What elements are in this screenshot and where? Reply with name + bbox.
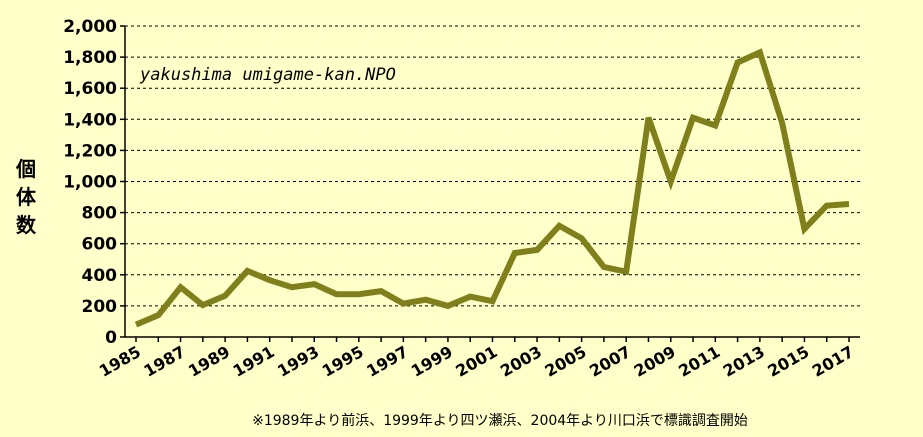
- y-tick-label: 1,400: [63, 110, 117, 130]
- y-axis-label-char: 個: [15, 157, 36, 181]
- x-tick-label: 1999: [408, 342, 456, 381]
- y-tick-label: 400: [82, 266, 118, 286]
- x-tick-label: 2009: [631, 342, 679, 381]
- x-tick-label: 2003: [497, 342, 545, 381]
- x-tick-label: 1985: [96, 342, 144, 381]
- x-tick-label: 1997: [363, 342, 411, 381]
- x-tick-label: 2017: [809, 342, 857, 381]
- y-tick-label: 1,800: [63, 48, 117, 68]
- y-tick-label: 1,600: [63, 79, 117, 99]
- series-group: [134, 48, 850, 328]
- y-tick-label: 1,000: [63, 173, 117, 193]
- x-tick-label: 2007: [586, 342, 634, 381]
- x-tick-label: 2015: [764, 342, 812, 381]
- x-axis-ticks: 1985198719891991199319951997199920012003…: [96, 337, 857, 381]
- x-tick-label: 1991: [230, 342, 278, 381]
- x-tick-label: 1993: [274, 342, 322, 381]
- y-tick-label: 600: [82, 235, 118, 255]
- gridlines: [125, 25, 860, 307]
- y-axis-label: 個体数: [15, 157, 37, 237]
- y-axis-label-char: 数: [16, 213, 37, 237]
- series-line: [134, 48, 850, 328]
- y-tick-label: 1,200: [63, 141, 117, 161]
- x-tick-label: 1989: [185, 342, 233, 381]
- y-axis-ticks: 0 200 400 600 800 1,000 1,200 1,400 1,600 1,800 2,…: [63, 17, 125, 348]
- x-tick-label: 1995: [319, 342, 367, 381]
- x-tick-label: 2011: [675, 342, 723, 381]
- x-tick-label: 2013: [720, 342, 768, 381]
- y-axis-label-char: 体: [16, 185, 37, 209]
- x-tick-label: 2005: [542, 342, 590, 381]
- y-tick-label: 0: [105, 328, 117, 348]
- y-tick-label: 200: [82, 297, 118, 317]
- y-tick-label: 2,000: [63, 17, 117, 37]
- y-tick-label: 800: [82, 204, 118, 224]
- footnote: ※1989年より前浜、1999年より四ツ瀬浜、2004年より川口浜で標識調査開始: [252, 412, 748, 429]
- chart-annotation: yakushima umigame-kan.NPO: [139, 65, 396, 85]
- x-tick-label: 1987: [140, 342, 188, 381]
- x-tick-label: 2001: [452, 342, 500, 381]
